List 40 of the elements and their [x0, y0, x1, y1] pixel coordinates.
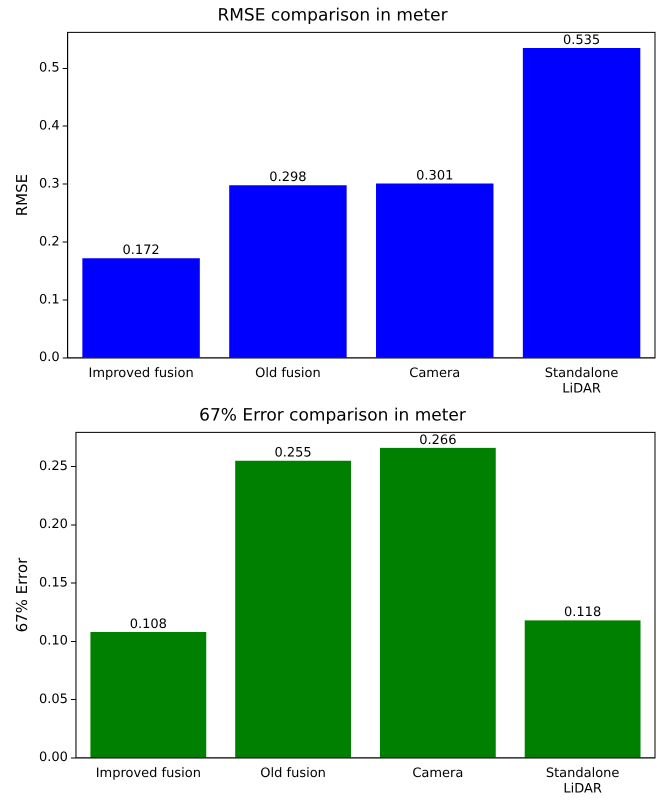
y-tick-label: 0.3 [38, 176, 60, 192]
x-tick-label: Standalone LiDAR [546, 766, 620, 797]
chart-title: 67% Error comparison in meter [199, 406, 466, 426]
bar [380, 448, 496, 758]
x-tick-label: Camera [409, 366, 460, 381]
x-tick-label: Improved fusion [88, 366, 194, 381]
data-label: 0.255 [274, 446, 312, 461]
bar [235, 460, 351, 758]
y-axis-title: RMSE [12, 174, 31, 216]
y-tick-label: 0.10 [38, 634, 68, 649]
x-tick-label: Old fusion [260, 766, 326, 781]
x-tick-label: Old fusion [255, 366, 321, 381]
y-tick-label: 0.4 [38, 118, 60, 134]
y-tick-label: 0.20 [38, 517, 68, 532]
bar [229, 185, 347, 358]
bar [524, 620, 641, 758]
data-label: 0.172 [122, 243, 160, 258]
data-label: 0.118 [564, 605, 602, 620]
y-axis-title: 67% Error [12, 556, 31, 632]
y-tick-label: 0.05 [38, 692, 68, 707]
bar [522, 48, 640, 358]
y-tick-label: 0.2 [38, 234, 60, 250]
x-tick-label: Camera [412, 766, 464, 781]
x-tick-label: Standalone LiDAR [544, 366, 618, 397]
data-label: 0.298 [269, 170, 307, 186]
y-tick-label: 0.5 [38, 60, 60, 76]
bar [90, 632, 206, 758]
data-label: 0.266 [419, 432, 456, 448]
bar [82, 258, 200, 358]
x-tick-label: Improved fusion [96, 766, 201, 781]
data-label: 0.301 [416, 168, 454, 184]
bar [376, 184, 494, 358]
y-tick-label: 0.0 [38, 350, 60, 366]
y-tick-label: 0.1 [38, 292, 60, 308]
y-tick-label: 0.00 [38, 750, 68, 766]
chart-title: RMSE comparison in meter [217, 6, 448, 26]
data-label: 0.535 [562, 32, 600, 48]
y-tick-label: 0.15 [38, 575, 68, 590]
data-label: 0.108 [130, 616, 167, 632]
y-tick-label: 0.25 [38, 458, 68, 474]
